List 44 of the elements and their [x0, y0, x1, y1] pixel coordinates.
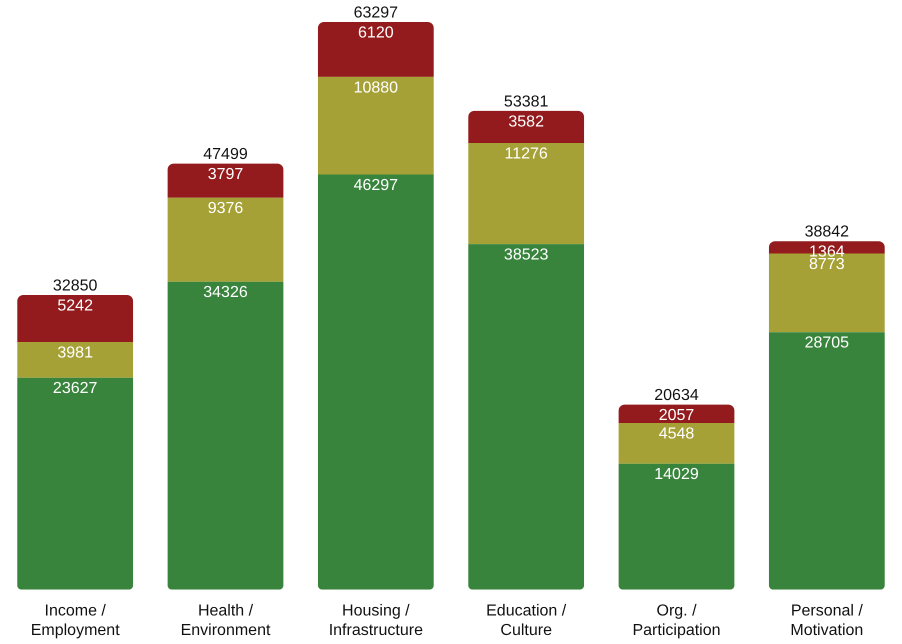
bar	[318, 76, 434, 174]
bar	[318, 174, 434, 590]
bar	[768, 332, 885, 590]
bar	[168, 164, 284, 198]
data-label: 2057	[658, 406, 694, 424]
x-tick-label: Housing / Infrastructure	[328, 602, 424, 639]
x-tick-label: Org. / Participation	[632, 602, 721, 639]
total-label: 63297	[354, 4, 398, 22]
total-label: 32850	[52, 277, 98, 294]
bar	[17, 295, 134, 342]
data-label: 28705	[804, 334, 850, 352]
total-label: 20634	[654, 386, 699, 404]
bar	[618, 423, 734, 464]
bar	[468, 143, 584, 244]
data-label: 38523	[504, 246, 549, 264]
data-label: 10880	[354, 79, 398, 96]
bar	[618, 464, 734, 590]
data-label: 46297	[354, 176, 398, 194]
data-label: 3797	[208, 166, 244, 184]
x-tick-label: Health / Environment	[180, 602, 271, 639]
data-label: 6120	[358, 24, 394, 42]
data-label: 3981	[57, 344, 94, 362]
x-tick-label: Income / Employment	[30, 602, 120, 639]
bar	[468, 110, 584, 144]
data-label: 5242	[57, 297, 94, 314]
bar	[468, 244, 584, 590]
bar	[618, 404, 734, 424]
total-label: 53381	[504, 93, 549, 110]
data-label: 9376	[208, 200, 244, 218]
data-label: 4548	[658, 425, 694, 442]
total-label: 38842	[804, 224, 850, 241]
bar	[168, 282, 284, 590]
data-label: 34326	[203, 284, 248, 302]
bar	[168, 198, 284, 282]
x-tick-label: Education / Culture	[486, 602, 567, 639]
data-label: 11276	[504, 145, 548, 162]
data-label: 23627	[52, 380, 98, 398]
total-label: 47499	[203, 146, 248, 164]
data-label: 14029	[654, 466, 699, 484]
bar	[318, 22, 434, 77]
bar	[17, 378, 134, 590]
bar	[17, 342, 134, 378]
data-label: 3582	[508, 113, 544, 130]
x-tick-label: Personal / Motivation	[790, 602, 864, 639]
